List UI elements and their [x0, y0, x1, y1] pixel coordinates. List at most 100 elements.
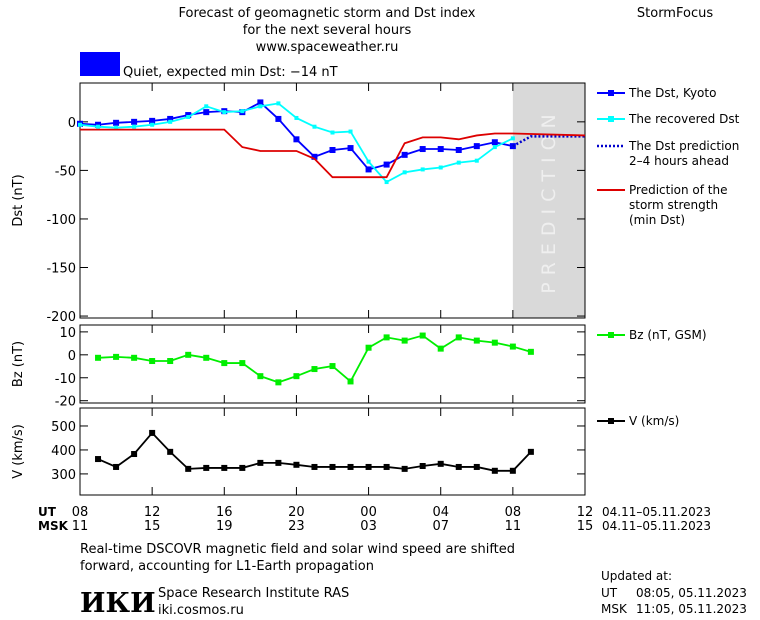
- marker: [168, 119, 173, 124]
- legend-label: storm strength: [629, 198, 718, 212]
- marker: [311, 153, 318, 160]
- marker: [366, 159, 371, 164]
- marker: [150, 122, 155, 127]
- marker: [185, 351, 192, 358]
- prediction-shade: [512, 83, 585, 318]
- marker: [383, 161, 390, 168]
- x-tick-label: 11: [72, 519, 89, 534]
- status-text: Quiet, expected min Dst: −14 nT: [123, 65, 338, 80]
- marker: [347, 145, 354, 152]
- legend-label: Prediction of the: [629, 183, 728, 197]
- marker: [257, 459, 264, 466]
- marker: [383, 334, 390, 341]
- marker: [95, 354, 102, 361]
- marker: [365, 463, 372, 470]
- marker: [113, 119, 120, 126]
- marker: [258, 104, 263, 109]
- x-tick-label: 15: [144, 519, 161, 534]
- x-tick-label: 19: [216, 519, 233, 534]
- marker: [149, 429, 156, 436]
- marker: [293, 373, 300, 380]
- y-tick-label: -200: [46, 310, 76, 325]
- marker: [293, 136, 300, 143]
- marker: [473, 463, 480, 470]
- marker: [329, 463, 336, 470]
- prediction-label: PREDICTION: [538, 107, 560, 294]
- marker: [491, 339, 498, 346]
- updated-zone: MSK: [601, 602, 628, 616]
- y-tick-label: 500: [51, 420, 76, 435]
- marker: [167, 358, 174, 365]
- time-range: 04.11–05.11.2023: [602, 505, 711, 519]
- marker: [311, 366, 318, 373]
- status-box: [80, 52, 120, 76]
- panel-frame: [79, 82, 586, 319]
- updated-zone: UT: [601, 586, 618, 600]
- x-tick-label: 00: [360, 505, 377, 520]
- marker: [239, 360, 246, 367]
- y-tick-label: -50: [55, 164, 76, 179]
- marker: [419, 463, 426, 469]
- marker: [203, 354, 210, 361]
- panel-frame: [79, 324, 586, 404]
- x-tick-label: 12: [577, 505, 594, 520]
- time-row-name: UT: [38, 505, 57, 519]
- x-tick-label: 11: [505, 519, 522, 534]
- updated-time: 11:05, 05.11.2023: [636, 602, 747, 616]
- legend-label: (min Dst): [629, 213, 685, 227]
- x-tick-label: 04: [432, 505, 449, 520]
- legend-marker: [608, 90, 614, 96]
- y-axis-label: Dst (nT): [11, 174, 26, 226]
- y-tick-label: -20: [55, 395, 76, 410]
- x-tick-label: 23: [288, 519, 305, 534]
- marker: [149, 358, 156, 365]
- marker: [527, 348, 534, 355]
- marker: [437, 345, 444, 352]
- marker: [96, 124, 101, 129]
- marker: [276, 101, 281, 106]
- marker: [95, 456, 102, 463]
- marker: [365, 166, 372, 173]
- marker: [204, 104, 209, 109]
- marker: [347, 463, 354, 470]
- marker: [527, 448, 534, 455]
- marker: [132, 124, 137, 129]
- legend-label: Bz (nT, GSM): [629, 328, 707, 342]
- marker: [438, 165, 443, 170]
- title-line: Forecast of geomagnetic storm and Dst in…: [178, 6, 475, 21]
- x-tick-label: 08: [505, 505, 522, 520]
- marker: [492, 145, 497, 150]
- marker: [329, 147, 336, 154]
- y-axis-label: Bz (nT): [11, 341, 26, 387]
- y-axis-label: V (km/s): [11, 424, 26, 479]
- marker: [437, 146, 444, 153]
- y-tick-label: 0: [68, 116, 76, 131]
- marker: [294, 115, 299, 120]
- marker: [167, 448, 174, 455]
- marker: [348, 129, 353, 134]
- marker: [275, 379, 282, 386]
- marker: [329, 363, 336, 370]
- marker: [257, 373, 264, 380]
- marker: [78, 122, 82, 127]
- logo: ИКИ: [80, 588, 156, 619]
- updated-time: 08:05, 05.11.2023: [636, 586, 747, 600]
- legend-label: The Dst, Kyoto: [628, 86, 716, 100]
- marker: [203, 464, 210, 471]
- marker: [293, 461, 300, 468]
- marker: [474, 158, 479, 163]
- marker: [383, 463, 390, 470]
- series-line: [80, 128, 586, 179]
- url: iki.cosmos.ru: [158, 603, 244, 618]
- legend-marker: [608, 332, 614, 338]
- marker: [509, 343, 516, 350]
- panel-frame: [79, 407, 586, 496]
- legend-label: V (km/s): [629, 414, 679, 428]
- y-tick-label: 300: [51, 468, 76, 483]
- marker: [131, 451, 138, 458]
- brand: StormFocus: [637, 6, 713, 21]
- marker: [131, 354, 138, 361]
- time-range: 04.11–05.11.2023: [602, 519, 711, 533]
- marker: [312, 124, 317, 129]
- y-tick-label: -10: [55, 372, 76, 387]
